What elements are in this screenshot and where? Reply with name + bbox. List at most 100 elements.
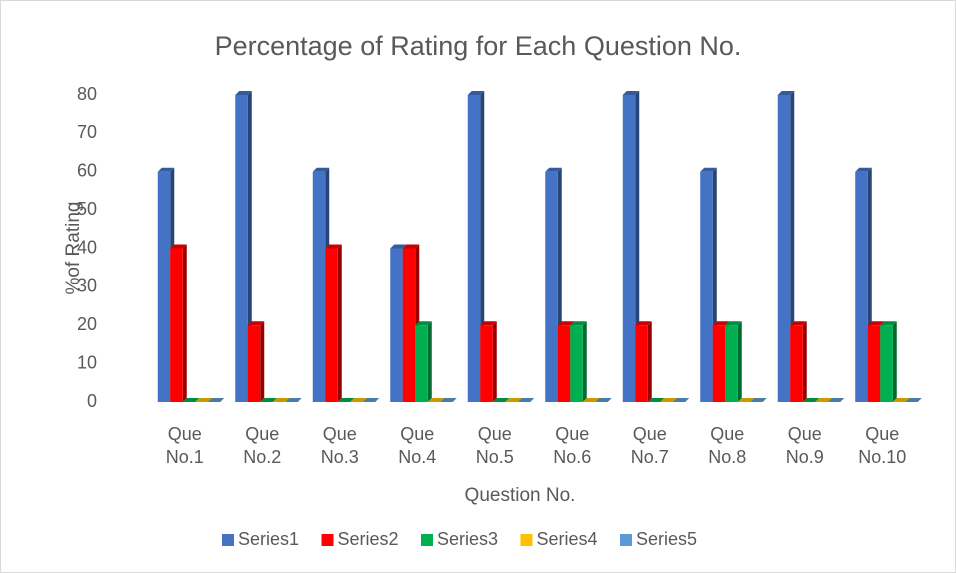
bar-top [557, 321, 575, 326]
x-tick-label: Que No.1 [165, 424, 204, 467]
bar [312, 171, 326, 402]
bar-side [182, 244, 187, 402]
bar-top [905, 398, 922, 402]
bar-top [647, 398, 665, 402]
bar-top [827, 398, 845, 402]
bar-side [737, 321, 742, 402]
legend-label: Series2 [338, 529, 399, 549]
x-tick-label: Que No.6 [553, 424, 592, 467]
bar-top [362, 398, 380, 402]
bar-top [660, 398, 677, 402]
bar-top [170, 244, 187, 249]
bar-top [182, 398, 200, 402]
legend-swatch [520, 534, 533, 546]
legend-label: Series5 [636, 529, 697, 549]
bar [867, 325, 881, 402]
bar-side [892, 321, 897, 402]
bar-top [207, 398, 225, 402]
bar-top [517, 398, 535, 402]
bar [235, 95, 248, 402]
x-tick-label: Que No.5 [475, 424, 514, 467]
bar-top [195, 398, 212, 402]
bar [570, 325, 583, 402]
bar [557, 325, 571, 402]
bar-top [285, 398, 302, 402]
bar-top [880, 321, 897, 326]
x-tick-label: Que No.7 [630, 424, 669, 467]
bar [402, 248, 416, 402]
bar [777, 95, 791, 402]
bar-side [492, 321, 497, 402]
bar [467, 95, 481, 402]
bar-top [545, 167, 562, 172]
bar-top [582, 398, 600, 402]
bar-top [570, 321, 587, 326]
bar-top [622, 91, 640, 95]
bar [247, 325, 261, 402]
bar-top [415, 321, 432, 326]
bar-top [312, 167, 330, 172]
x-tick-label: Que No.4 [398, 424, 437, 467]
bar-side [427, 321, 432, 402]
bar-top [440, 398, 457, 402]
bar-top [790, 321, 807, 326]
legend-swatch [620, 534, 632, 546]
bar [415, 325, 428, 402]
bar-top [737, 398, 755, 402]
bar-top [595, 398, 612, 402]
bar-top [712, 321, 730, 326]
bar-side [337, 244, 342, 402]
bar-top [235, 91, 252, 95]
chart-title: Percentage of Rating for Each Question N… [215, 31, 742, 61]
bar [480, 325, 493, 402]
legend-label: Series3 [437, 529, 498, 549]
bar [545, 171, 558, 402]
bar-top [700, 167, 717, 172]
bar [622, 95, 636, 402]
bar-top [492, 398, 510, 402]
bar-top [635, 321, 652, 326]
bar-side [647, 321, 652, 402]
bar-top [750, 398, 767, 402]
bar [635, 325, 648, 402]
y-axis-label: %of Rating [63, 202, 84, 295]
bar-top [725, 321, 742, 326]
x-axis-label: Question No. [465, 485, 576, 506]
y-tick-label: 60 [77, 161, 97, 181]
bar-top [325, 244, 342, 249]
bar-top [480, 321, 497, 326]
bar-top [815, 398, 832, 402]
x-tick-label: Que No.9 [785, 424, 824, 467]
legend-label: Series1 [238, 529, 299, 549]
legend-label: Series4 [537, 529, 598, 549]
bar-top [427, 398, 445, 402]
y-tick-label: 10 [77, 352, 97, 372]
bar [712, 325, 726, 402]
bar-top [802, 398, 820, 402]
x-tick-label: Que No.10 [858, 424, 907, 467]
bar-top [505, 398, 522, 402]
y-tick-label: 0 [87, 391, 97, 411]
bar-top [672, 398, 690, 402]
bar [170, 248, 183, 402]
x-tick-label: Que No.3 [320, 424, 359, 467]
x-tick-label: Que No.2 [243, 424, 282, 467]
bar-top [777, 91, 795, 95]
bar-top [272, 398, 290, 402]
bar-top [260, 398, 277, 402]
bar-side [582, 321, 587, 402]
bar-side [260, 321, 265, 402]
y-tick-label: 50 [77, 199, 97, 219]
x-tick-label: Que No.8 [708, 424, 747, 467]
bar [855, 171, 868, 402]
y-tick-label: 40 [77, 237, 97, 257]
bar-top [867, 321, 885, 326]
bar-top [350, 398, 367, 402]
bar [725, 325, 738, 402]
y-tick-label: 70 [77, 122, 97, 142]
bar [700, 171, 713, 402]
y-tick-label: 30 [77, 276, 97, 296]
legend-swatch [421, 534, 433, 546]
bar [880, 325, 893, 402]
